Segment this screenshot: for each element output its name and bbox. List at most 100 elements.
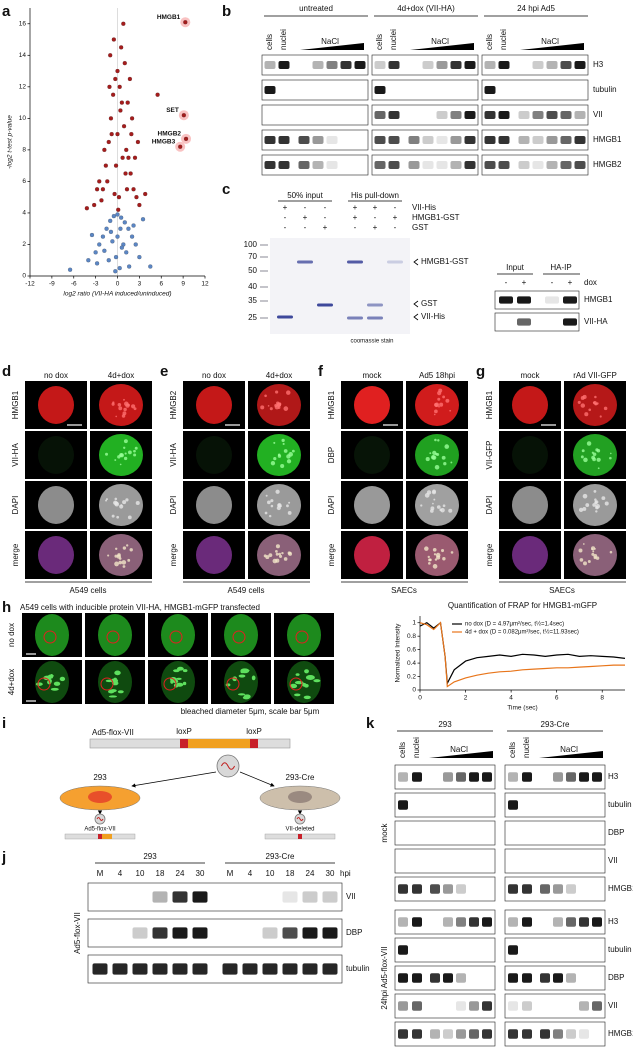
band [262, 963, 278, 975]
panel-label: e [160, 363, 168, 380]
gel-band [297, 260, 313, 264]
band [484, 86, 496, 94]
speckle [448, 508, 453, 513]
band [482, 772, 492, 782]
sign: - [304, 223, 307, 232]
point [123, 171, 128, 176]
point [94, 187, 100, 192]
band [522, 1001, 532, 1011]
point [121, 21, 126, 26]
panel-label: j [1, 849, 6, 866]
speckle [279, 505, 282, 508]
salt-gradient [520, 43, 584, 50]
blot-frame [394, 792, 496, 818]
row-label: no dox [7, 623, 16, 647]
band-label: GST [421, 299, 438, 308]
cell-label: SAECs [391, 586, 417, 595]
blot-frame [504, 993, 606, 1019]
point [84, 206, 89, 211]
band [469, 1029, 479, 1039]
speckle [275, 544, 280, 549]
speckle [268, 514, 272, 518]
band [436, 111, 448, 119]
row-label: VII [593, 110, 603, 119]
speckle [117, 455, 121, 459]
band [546, 136, 558, 144]
speckle [105, 498, 108, 501]
y-axis-label: -log2 t-test p-value [7, 115, 14, 169]
speckle [118, 557, 122, 560]
band [560, 136, 572, 144]
arrow [131, 771, 217, 788]
band [264, 86, 276, 94]
band [464, 136, 476, 144]
speckle [305, 675, 315, 681]
point [107, 84, 112, 89]
gel-band [367, 303, 383, 307]
band [152, 927, 168, 939]
speckle [286, 504, 289, 508]
band [312, 161, 324, 169]
band [430, 884, 440, 894]
band [422, 136, 434, 144]
speckle [251, 675, 256, 681]
speckle [287, 551, 292, 555]
point [143, 191, 148, 197]
band [398, 973, 408, 983]
speckle [582, 493, 588, 499]
row-label: HMGB1 [584, 295, 613, 304]
speckle [595, 506, 599, 510]
speckle [127, 558, 131, 562]
gel-band [347, 260, 363, 264]
speckle [443, 462, 447, 466]
speckle [295, 673, 300, 676]
x-tick-label: -6 [71, 281, 77, 288]
speckle [242, 696, 250, 700]
point [113, 76, 118, 82]
speckle [434, 558, 438, 561]
band [546, 111, 558, 119]
blot-frame [504, 792, 606, 818]
x-tick-label: 0 [116, 281, 120, 288]
marker-label: 50 [248, 266, 257, 275]
band [579, 772, 589, 782]
protein-label: HMGB1-GST [412, 213, 460, 222]
band [302, 963, 318, 975]
sign: + [373, 223, 378, 232]
point [106, 139, 111, 145]
speckle [270, 504, 274, 508]
band [532, 136, 544, 144]
condition-label: 4d+dox (VII-HA) [397, 4, 455, 13]
band [518, 111, 530, 119]
vii-gene [188, 739, 250, 748]
speckle [122, 411, 127, 416]
cell-line-label: 293-Cre [286, 773, 315, 782]
band [408, 136, 420, 144]
point [124, 147, 129, 152]
channel-label: merge [327, 543, 336, 566]
speckle [278, 554, 283, 558]
point [106, 258, 111, 263]
speckle [118, 560, 123, 565]
band [498, 61, 510, 69]
speckle [275, 552, 279, 556]
band [508, 1001, 518, 1011]
band [322, 927, 338, 939]
point [112, 191, 117, 197]
speckle [283, 557, 288, 561]
speckle [116, 515, 120, 519]
lane-label: cells [508, 742, 517, 758]
point [119, 215, 124, 220]
band [469, 1001, 479, 1011]
speckle [587, 560, 591, 564]
speckle [581, 449, 585, 453]
speckle [592, 550, 595, 553]
band [464, 161, 476, 169]
speckle [260, 405, 265, 410]
speckle [437, 397, 441, 401]
y-tick-label: 2 [22, 241, 26, 248]
row-label: tubulin [608, 800, 632, 809]
y-tick-label: 0.6 [407, 646, 416, 653]
speckle [131, 404, 136, 409]
row-label: HMGB1 [608, 1029, 633, 1038]
